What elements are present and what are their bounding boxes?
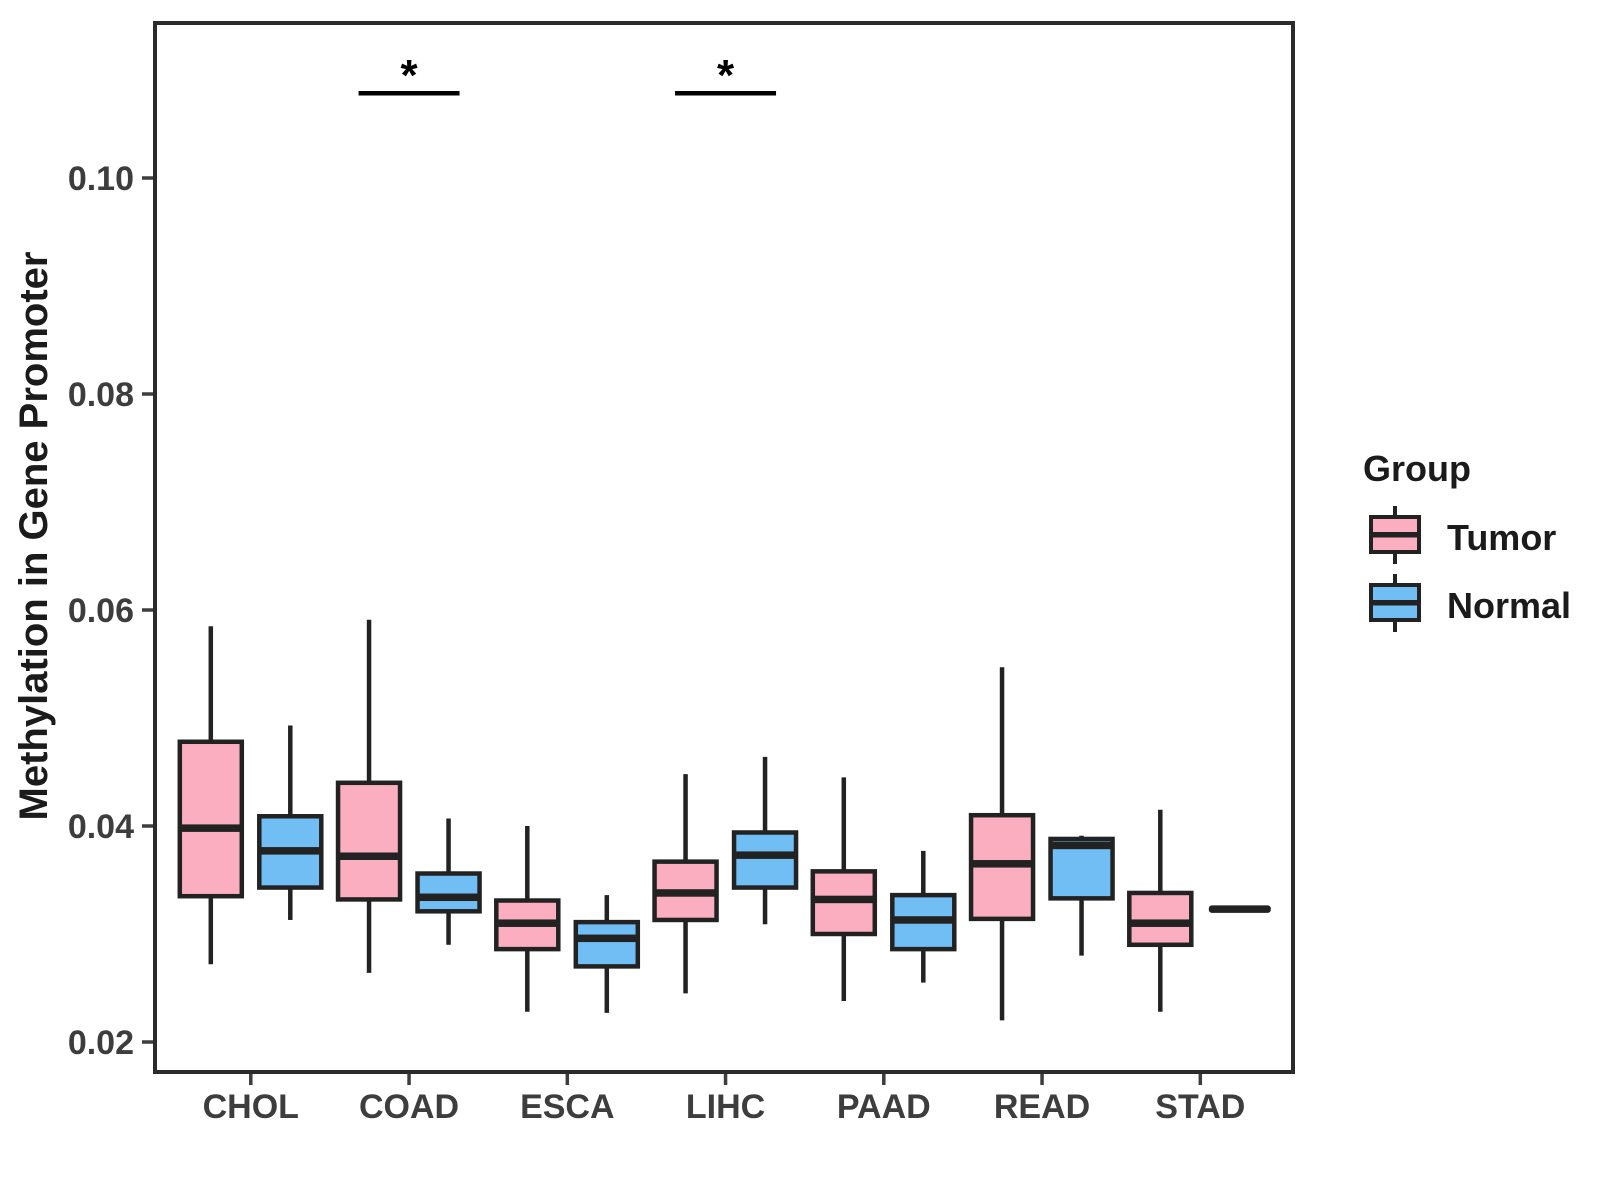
y-axis-tick-label: 0.08 <box>68 376 134 414</box>
x-axis-label-lihc: LIHC <box>686 1088 765 1126</box>
panel-border <box>153 21 1295 1074</box>
box-tumor-esca-median <box>496 919 559 927</box>
box-tumor-coad <box>335 780 403 902</box>
normal-box-glyph <box>1369 574 1421 632</box>
box-tumor-paad-median <box>812 895 875 904</box>
y-axis-tick-label: 0.02 <box>68 1024 134 1062</box>
box-normal-paad-median <box>892 916 955 924</box>
significance-star-coad: * <box>400 51 418 100</box>
x-axis-label-coad: COAD <box>359 1088 459 1126</box>
box-normal-stad <box>1208 905 1271 913</box>
y-axis-tick-label: 0.06 <box>68 592 134 630</box>
box-normal-chol-median <box>259 847 322 855</box>
x-axis-label-paad: PAAD <box>837 1088 931 1126</box>
significance-bar-lihc <box>675 91 777 96</box>
y-axis-tick-label: 0.10 <box>68 160 134 198</box>
x-axis-label-chol: CHOL <box>203 1088 299 1126</box>
x-axis-label-esca: ESCA <box>520 1088 614 1126</box>
box-normal-esca-median <box>575 934 638 943</box>
legend-title: Group <box>1363 448 1471 489</box>
box-tumor-lihc-median <box>654 889 717 897</box>
box-normal-lihc <box>731 830 799 890</box>
tumor-box-glyph <box>1369 506 1421 564</box>
box-tumor-chol <box>177 739 245 899</box>
box-tumor-coad-median <box>338 852 401 860</box>
box-tumor-stad-median <box>1129 919 1192 927</box>
significance-star-lihc: * <box>717 51 735 100</box>
x-axis-label-read: READ <box>994 1088 1090 1126</box>
box-tumor-read-median <box>971 860 1034 868</box>
x-axis-label-stad: STAD <box>1155 1088 1245 1126</box>
legend-item-label: Tumor <box>1447 517 1557 558</box>
significance-bar-coad <box>358 91 460 96</box>
box-normal-read-median <box>1050 841 1113 850</box>
y-axis-title: Methylation in Gene Promoter <box>12 251 56 821</box>
y-axis-tick-label: 0.04 <box>68 808 134 846</box>
box-normal-esca <box>573 919 641 969</box>
box-tumor-chol-median <box>179 824 242 832</box>
box-normal-lihc-median <box>734 851 797 859</box>
legend-item-label: Normal <box>1447 585 1572 626</box>
box-normal-coad-median <box>417 893 480 902</box>
box-normal-coad <box>415 871 482 914</box>
box-tumor-stad <box>1127 890 1194 948</box>
